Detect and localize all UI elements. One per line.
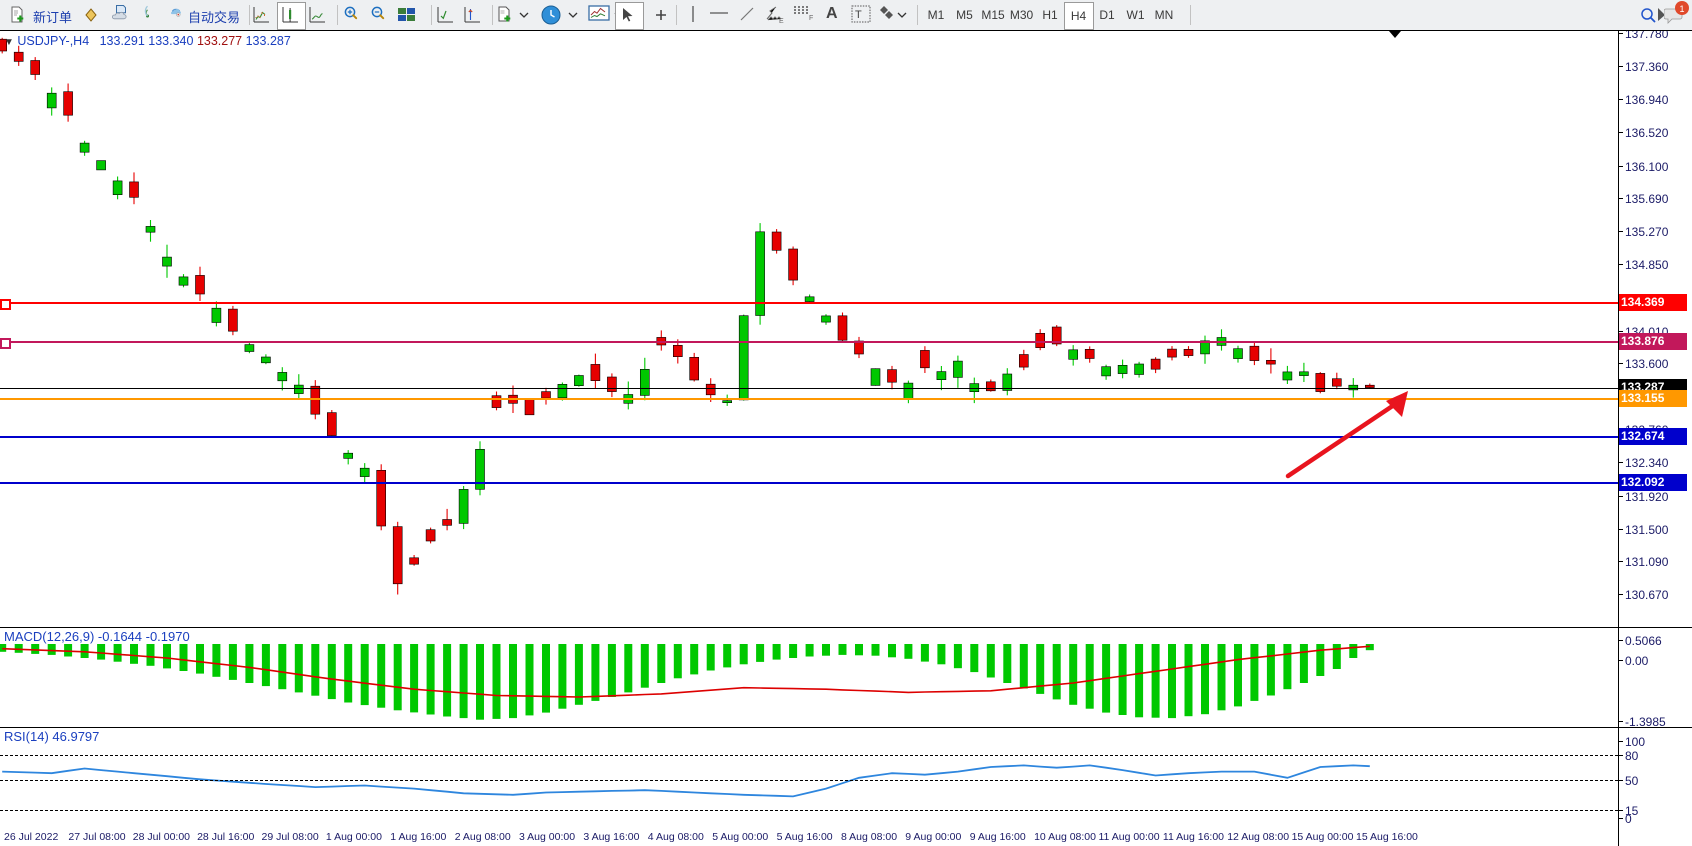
svg-text:T: T — [855, 9, 862, 21]
svg-text:E: E — [779, 18, 784, 24]
svg-text:F: F — [809, 15, 813, 21]
svg-text:1: 1 — [1679, 4, 1684, 14]
